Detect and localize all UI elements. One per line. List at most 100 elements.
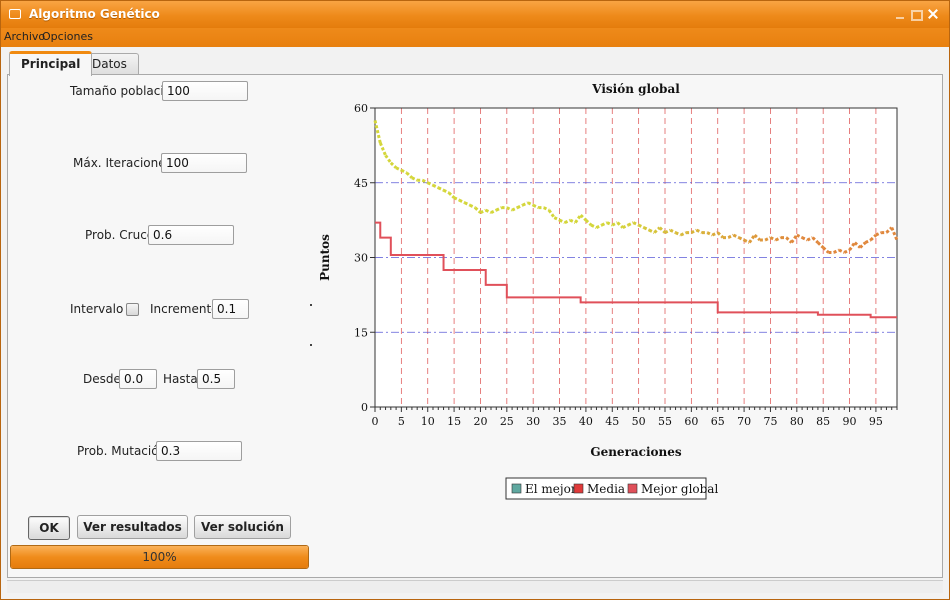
series-el-mejor-segment	[601, 221, 608, 227]
series-el-mejor-segment	[643, 226, 650, 232]
legend-label: El mejor	[525, 482, 577, 496]
menu-archivo[interactable]: Archivo	[4, 30, 46, 43]
series-el-mejor-segment	[738, 236, 745, 242]
iteraciones-label: Máx. Iteraciones	[73, 156, 172, 170]
legend-swatch	[573, 483, 584, 494]
series-el-mejor-segment	[748, 234, 756, 244]
poblacion-field[interactable]	[162, 81, 248, 101]
x-tick-label: 5	[398, 415, 405, 428]
hasta-field[interactable]	[197, 369, 235, 389]
divider-dot	[310, 344, 312, 346]
desde-label: Desde	[83, 372, 121, 386]
series-el-mejor-segment	[796, 233, 803, 239]
series-el-mejor-segment	[421, 178, 429, 185]
tab-datos[interactable]: Datos	[80, 53, 139, 76]
series-el-mejor-segment	[569, 218, 577, 224]
x-tick-label: 50	[632, 415, 646, 428]
series-el-mejor-segment	[695, 228, 703, 234]
series-el-mejor-segment	[553, 216, 561, 222]
x-tick-label: 85	[816, 415, 830, 428]
series-el-mejor-segment	[511, 206, 519, 212]
series-el-mejor-segment	[622, 223, 629, 229]
series-el-mejor-segment	[816, 241, 825, 249]
x-tick-label: 25	[500, 415, 514, 428]
series-el-mejor-segment	[590, 223, 598, 229]
y-tick-label: 30	[354, 252, 368, 265]
iteraciones-field[interactable]	[161, 153, 247, 173]
series-el-mejor-segment	[395, 166, 403, 172]
series-el-mejor-segment	[611, 221, 619, 227]
minimize-icon[interactable]	[894, 8, 906, 20]
series-el-mejor-segment	[405, 171, 413, 179]
ver-resultados-button[interactable]: Ver resultados	[77, 515, 188, 539]
desde-field[interactable]	[119, 369, 157, 389]
x-tick-label: 10	[421, 415, 435, 428]
series-el-mejor-segment	[648, 228, 656, 234]
series-el-mejor-segment	[711, 231, 719, 237]
series-el-mejor-segment	[595, 223, 603, 229]
incremento-field[interactable]	[212, 299, 249, 319]
series-el-mejor-segment	[516, 203, 524, 210]
menu-bar: Archivo Opciones	[1, 28, 949, 47]
series-el-mejor-segment	[706, 231, 714, 237]
maximize-icon[interactable]	[910, 8, 923, 21]
progress-fill	[11, 546, 308, 568]
series-el-mejor-segment	[637, 223, 645, 229]
progress-text: 100%	[142, 550, 177, 564]
mutacion-field[interactable]	[156, 441, 242, 461]
title-bar: Algoritmo Genético	[1, 1, 949, 28]
close-icon[interactable]	[927, 8, 939, 20]
y-tick-label: 15	[354, 326, 368, 339]
series-el-mejor-segment	[606, 221, 613, 227]
series-el-mejor-segment	[833, 248, 840, 254]
series-el-mejor-segment	[869, 233, 877, 242]
series-el-mejor-segment	[469, 203, 476, 210]
x-tick-label: 65	[711, 415, 725, 428]
x-tick-label: 55	[658, 415, 672, 428]
series-el-mejor-segment	[521, 201, 529, 207]
x-tick-label: 15	[447, 415, 461, 428]
series-el-mejor-segment	[775, 236, 782, 242]
x-tick-label: 95	[869, 415, 883, 428]
series-el-mejor-segment	[838, 248, 845, 254]
x-tick-label: 40	[579, 415, 593, 428]
series-el-mejor-segment	[400, 168, 408, 175]
series-el-mejor-segment	[658, 226, 667, 234]
y-axis-title: Puntos	[318, 234, 332, 281]
series-el-mejor-segment	[584, 219, 593, 227]
series-el-mejor-segment	[743, 238, 751, 244]
legend-swatch	[511, 483, 522, 494]
x-tick-label: 30	[526, 415, 540, 428]
series-el-mejor-segment	[811, 236, 819, 244]
legend-label: Mejor global	[641, 482, 718, 496]
menu-opciones[interactable]: Opciones	[42, 30, 93, 43]
series-el-mejor-segment	[822, 246, 830, 254]
series-el-mejor-segment	[495, 206, 503, 212]
series-el-mejor-segment	[890, 227, 899, 241]
mutacion-label: Prob. Mutación	[77, 444, 167, 458]
series-el-mejor-segment	[769, 236, 777, 242]
intervalo-label: Intervalo	[70, 302, 124, 316]
legend-box	[505, 477, 707, 500]
series-el-mejor-segment	[474, 206, 482, 214]
series-el-mejor-segment	[378, 142, 387, 156]
series-el-mejor-segment	[558, 218, 566, 224]
poblacion-label: Tamaño población	[70, 84, 179, 98]
series-el-mejor-segment	[680, 231, 687, 237]
series-el-mejor-segment	[764, 236, 772, 242]
series-el-mejor-segment	[732, 233, 740, 239]
x-tick-label: 70	[737, 415, 751, 428]
x-axis-title: Generaciones	[590, 445, 682, 459]
ver-solucion-button[interactable]: Ver solución	[194, 515, 291, 539]
series-el-mejor-segment	[727, 233, 735, 239]
series-el-mejor-segment	[616, 221, 624, 229]
tab-principal[interactable]: Principal	[9, 51, 93, 76]
series-el-mejor-segment	[463, 201, 471, 207]
intervalo-checkbox[interactable]	[126, 303, 139, 316]
series-el-mejor-segment	[564, 218, 571, 224]
x-tick-label: 80	[790, 415, 804, 428]
series-el-mejor-segment	[447, 191, 456, 199]
ok-button[interactable]: OK	[28, 516, 70, 540]
cruce-field[interactable]	[148, 225, 234, 245]
